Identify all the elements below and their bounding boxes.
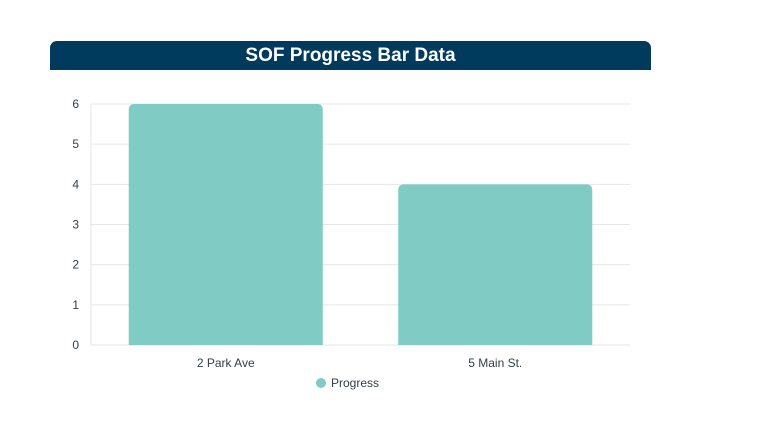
chart-legend: Progress — [0, 376, 767, 392]
y-tick-label: 1 — [72, 298, 79, 312]
bar-2 — [398, 184, 593, 345]
y-tick-label: 0 — [72, 338, 79, 352]
y-tick-label: 3 — [72, 218, 79, 232]
y-tick-label: 5 — [72, 137, 79, 151]
chart-title: SOF Progress Bar Data — [245, 45, 456, 66]
bar-1 — [128, 104, 323, 345]
legend-label: Progress — [331, 376, 380, 390]
legend-item-progress[interactable]: Progress — [316, 376, 379, 390]
y-tick-label: 4 — [72, 177, 79, 191]
legend-swatch-icon — [316, 378, 326, 388]
y-tick-label: 2 — [72, 258, 79, 272]
chart-title-bar: SOF Progress Bar Data — [50, 41, 651, 70]
x-tick-label: 2 Park Ave — [197, 356, 255, 370]
x-tick-label: 5 Main St. — [468, 356, 522, 370]
y-tick-label: 6 — [72, 97, 79, 111]
